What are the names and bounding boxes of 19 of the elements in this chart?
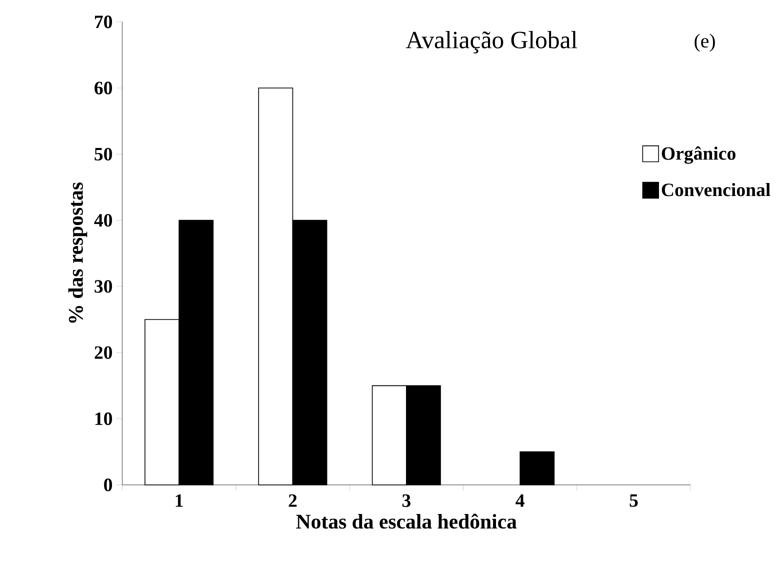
- chart-title: Avaliação Global: [406, 30, 578, 54]
- y-tick-label: 0: [104, 478, 112, 492]
- y-tick-label: 60: [94, 82, 112, 94]
- y-tick-label: 30: [94, 280, 112, 293]
- y-axis-title: % das respostas: [68, 182, 88, 323]
- text: (e): [694, 34, 715, 52]
- y-tick-label: 50: [94, 148, 112, 160]
- x-tick-label: 5: [630, 494, 638, 507]
- legend-label: Orgânico: [662, 146, 736, 164]
- x-tick-label: 2: [288, 494, 297, 507]
- y-tick-label: 40: [94, 214, 112, 227]
- x-axis-title: Notas da escala hedônica: [296, 514, 517, 529]
- x-tick-label: 1: [176, 494, 183, 507]
- x-tick-label: 3: [402, 494, 410, 507]
- y-tick-label: 20: [94, 346, 112, 359]
- y-tick-label: 70: [95, 15, 112, 28]
- x-tick-label: 4: [516, 494, 524, 507]
- legend-label: Convencional: [662, 182, 770, 196]
- y-tick-label: 10: [95, 412, 112, 425]
